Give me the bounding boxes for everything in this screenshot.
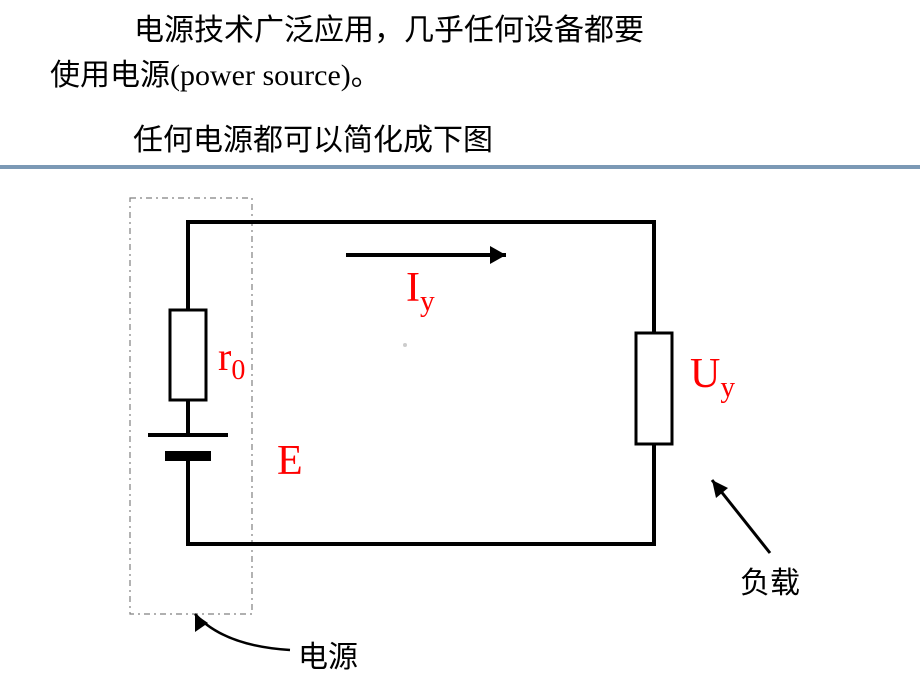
label-I-sub: y [420, 285, 435, 317]
source-arrow-head [195, 614, 208, 632]
load-box [636, 333, 672, 444]
label-Iy: Iy [406, 264, 435, 318]
label-Uy: Uy [690, 350, 735, 404]
resistor-r0 [170, 310, 206, 400]
label-r0-main: r [218, 334, 231, 379]
label-U-main: U [690, 351, 720, 397]
label-source-text: 电源 [298, 641, 358, 674]
label-E: E [277, 437, 303, 485]
label-U-sub: y [720, 371, 735, 403]
label-load: 负载 [740, 558, 800, 602]
center-dot [403, 343, 407, 347]
label-I-main: I [406, 265, 420, 311]
label-r0-sub: 0 [231, 355, 245, 386]
source-arrow-curve [195, 614, 290, 650]
label-r0: r0 [218, 333, 245, 387]
label-E-text: E [277, 438, 303, 484]
current-arrow-head [490, 246, 506, 264]
label-load-text: 负载 [740, 567, 800, 600]
source-dashed-box [130, 198, 252, 614]
label-source: 电源 [298, 632, 358, 676]
